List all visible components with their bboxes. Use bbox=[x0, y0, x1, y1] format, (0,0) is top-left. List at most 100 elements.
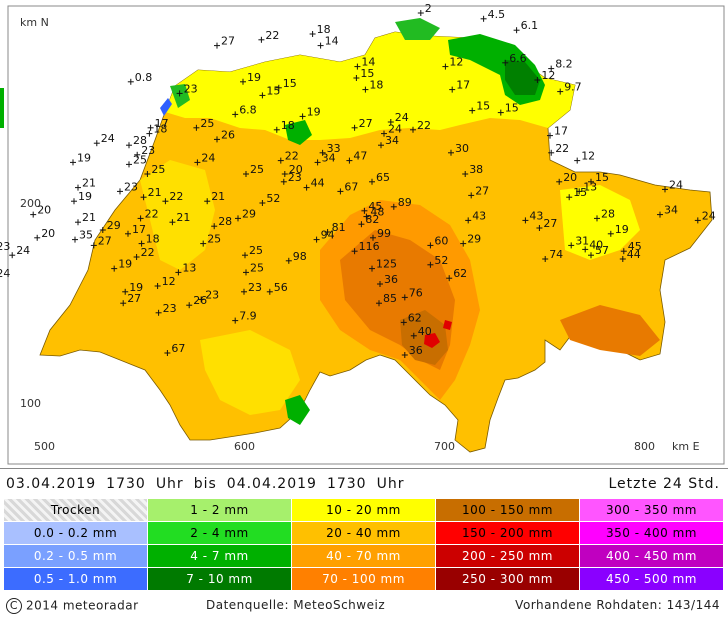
station-value: 43 bbox=[472, 209, 486, 222]
station-value: 27 bbox=[359, 117, 373, 130]
station-marker: 19 bbox=[240, 71, 261, 85]
station-value: 47 bbox=[353, 150, 367, 163]
legend-cell: 70 - 100 mm bbox=[292, 568, 436, 591]
station-value: 15 bbox=[360, 67, 374, 80]
station-value: 23 bbox=[248, 281, 262, 294]
station-value: 21 bbox=[82, 177, 96, 190]
map-separator bbox=[0, 468, 728, 469]
station-marker: 17 bbox=[147, 117, 169, 131]
station-value: 29 bbox=[467, 233, 481, 246]
station-marker: 40 bbox=[410, 325, 432, 339]
station-marker: 98 bbox=[285, 250, 307, 264]
station-value: 28 bbox=[218, 215, 232, 228]
station-value: 27 bbox=[543, 217, 557, 230]
lake bbox=[160, 98, 172, 116]
legend-cell: 0.5 - 1.0 mm bbox=[4, 568, 148, 591]
station-marker: 24 bbox=[381, 123, 402, 137]
station-marker: 25 bbox=[243, 163, 264, 177]
station-value: 17 bbox=[132, 223, 146, 236]
legend-cell: 0.2 - 0.5 mm bbox=[4, 545, 148, 568]
station-value: 67 bbox=[344, 180, 358, 193]
legend-cell: 200 - 250 mm bbox=[436, 545, 580, 568]
station-marker: 15 bbox=[275, 77, 297, 91]
station-value: 21 bbox=[176, 211, 190, 224]
station-marker: 43 bbox=[465, 209, 486, 224]
station-marker: 22 bbox=[162, 190, 183, 205]
station-marker: 45 bbox=[620, 240, 642, 255]
station-marker: 28 bbox=[126, 134, 147, 149]
station-marker: 19 bbox=[122, 281, 143, 295]
station-value: 24 bbox=[0, 267, 10, 280]
x-tick-marks: 500 600 700 800 bbox=[34, 440, 655, 453]
station-value: 34 bbox=[385, 134, 399, 147]
precipitation-legend: Trocken 1 - 2 mm 10 - 20 mm 100 - 150 mm 300… bbox=[4, 499, 724, 591]
station-marker: 30 bbox=[448, 142, 469, 156]
station-value: 67 bbox=[171, 342, 185, 355]
station-value: 25 bbox=[249, 244, 263, 257]
station-marker: 52 bbox=[259, 192, 280, 206]
station-marker: 19 bbox=[299, 105, 321, 120]
station-marker: 25 bbox=[126, 153, 147, 168]
legend-cell: 350 - 400 mm bbox=[580, 522, 724, 545]
station-value: 19 bbox=[129, 281, 143, 294]
station-marker: 21 bbox=[140, 186, 162, 201]
station-value: 17 bbox=[554, 125, 568, 138]
station-marker: 89 bbox=[390, 196, 412, 210]
station-value: 28 bbox=[133, 134, 147, 147]
station-value: 17 bbox=[155, 117, 169, 130]
station-marker: 17 bbox=[125, 223, 146, 237]
station-marker: 36 bbox=[401, 344, 423, 358]
station-value: 52 bbox=[434, 254, 448, 267]
station-value: 4.5 bbox=[488, 8, 506, 21]
station-marker: 12 bbox=[442, 56, 463, 70]
station-value: 13 bbox=[182, 261, 196, 274]
station-value: 12 bbox=[581, 150, 595, 163]
legend-cell: 150 - 200 mm bbox=[436, 522, 580, 545]
station-value: 116 bbox=[359, 240, 380, 253]
station-marker: 15 bbox=[588, 171, 609, 185]
station-value: 27 bbox=[475, 184, 489, 197]
station-value: 19 bbox=[77, 151, 91, 164]
station-marker: 31 bbox=[568, 234, 589, 249]
zone-100-150mm bbox=[400, 310, 448, 365]
legend-cell: 450 - 500 mm bbox=[580, 568, 724, 591]
station-marker: 33 bbox=[319, 142, 341, 156]
station-value: 38 bbox=[469, 163, 483, 176]
station-marker: 94 bbox=[313, 229, 335, 243]
station-marker: 21 bbox=[75, 211, 96, 226]
station-marker: 82 bbox=[358, 213, 379, 228]
station-value: 18 bbox=[146, 233, 160, 246]
station-value: 28 bbox=[601, 207, 615, 220]
station-value: 22 bbox=[169, 190, 183, 203]
station-marker: 12 bbox=[534, 69, 555, 83]
station-marker: 65 bbox=[369, 171, 390, 185]
station-marker: 19 bbox=[607, 223, 629, 237]
station-marker: 76 bbox=[401, 286, 423, 301]
zone-4-7mm-southwest bbox=[285, 395, 310, 425]
station-value: 31 bbox=[575, 234, 589, 247]
zone-4-7mm-schaffhausen bbox=[395, 18, 440, 40]
zone-4-7mm-north-central bbox=[285, 120, 312, 145]
station-marker: 20 bbox=[30, 204, 51, 218]
station-marker: 15 bbox=[497, 102, 519, 116]
legend-cell: 250 - 300 mm bbox=[436, 568, 580, 591]
station-value: 23 bbox=[163, 302, 177, 315]
station-value: 19 bbox=[247, 71, 261, 84]
station-marker: 67 bbox=[337, 180, 358, 195]
station-value: 26 bbox=[193, 294, 207, 307]
station-marker: 28 bbox=[211, 215, 232, 230]
station-value: 15 bbox=[573, 186, 587, 199]
station-marker: 24 bbox=[9, 244, 30, 259]
station-value: 7.9 bbox=[239, 310, 257, 323]
station-value: 6.8 bbox=[239, 103, 257, 116]
station-marker: 22 bbox=[548, 142, 569, 156]
station-value: 8.2 bbox=[555, 58, 573, 71]
x-tick-label: 800 bbox=[634, 440, 655, 453]
station-marker: 27 bbox=[468, 184, 489, 199]
station-value: 18 bbox=[153, 123, 167, 136]
station-marker: 22 bbox=[258, 29, 279, 43]
legend-cell: 40 - 70 mm bbox=[292, 545, 436, 568]
station-marker: 19 bbox=[71, 190, 92, 205]
station-value: 65 bbox=[376, 171, 390, 184]
station-marker: 25 bbox=[193, 117, 214, 131]
